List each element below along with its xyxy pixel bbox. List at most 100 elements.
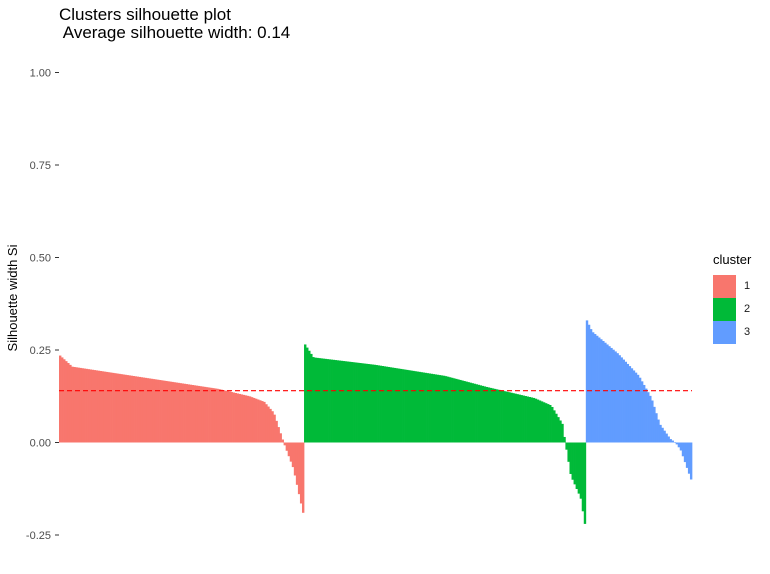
y-tick-label: 0.25 <box>30 345 51 357</box>
silhouette-bar <box>446 376 450 443</box>
silhouette-bar <box>250 397 254 443</box>
silhouette-bar <box>579 442 583 499</box>
silhouette-bar <box>287 442 291 457</box>
silhouette-bar <box>549 404 552 443</box>
silhouette-bar <box>640 381 644 443</box>
silhouette-bar <box>516 394 519 443</box>
silhouette-bar <box>338 360 342 443</box>
silhouette-bar <box>328 359 331 443</box>
silhouette-bar <box>444 376 448 443</box>
silhouette-bar <box>293 442 297 476</box>
silhouette-bar <box>212 388 215 443</box>
silhouette-bar <box>491 388 495 443</box>
silhouette-bar <box>334 360 338 443</box>
silhouette-bar <box>424 372 427 443</box>
silhouette-bar <box>234 392 237 443</box>
legend-swatch <box>713 298 736 321</box>
silhouette-bar <box>222 390 225 443</box>
silhouette-bar <box>118 373 121 443</box>
silhouette-bar <box>506 391 509 443</box>
silhouette-bar <box>132 375 135 443</box>
silhouette-bar <box>291 442 295 468</box>
silhouette-bar <box>455 378 458 443</box>
y-tick-label: 0.50 <box>30 253 51 265</box>
silhouette-bar <box>408 370 411 443</box>
silhouette-bar <box>179 383 182 443</box>
silhouette-bar <box>395 368 399 443</box>
silhouette-bar <box>634 372 638 443</box>
silhouette-bar <box>308 350 311 443</box>
silhouette-bar <box>495 389 499 443</box>
silhouette-bar <box>598 337 601 443</box>
silhouette-bar <box>538 400 542 443</box>
silhouette-bar <box>565 442 568 450</box>
silhouette-bar <box>310 353 313 443</box>
silhouette-bar <box>587 324 591 443</box>
silhouette-bar <box>510 392 513 443</box>
silhouette-bar <box>687 442 691 474</box>
silhouette-bar <box>426 373 429 443</box>
silhouette-bar <box>591 332 595 443</box>
silhouette-bar <box>602 340 605 443</box>
silhouette-bar <box>440 375 444 443</box>
silhouette-bar <box>655 413 658 443</box>
silhouette-bar <box>128 375 131 443</box>
silhouette-bar <box>420 372 423 443</box>
silhouette-bar <box>120 374 123 443</box>
silhouette-bar <box>567 442 570 462</box>
silhouette-bar <box>365 363 368 443</box>
silhouette-bar <box>412 370 415 443</box>
silhouette-bar <box>406 369 409 443</box>
silhouette-bar <box>316 357 319 443</box>
silhouette-bar <box>332 359 336 443</box>
silhouette-bar <box>551 406 554 443</box>
silhouette-bar <box>630 368 634 443</box>
silhouette-bar <box>561 423 564 443</box>
silhouette-bar <box>504 391 507 443</box>
silhouette-bar <box>91 369 95 443</box>
silhouette-bar <box>518 394 521 443</box>
silhouette-bar <box>647 392 650 443</box>
silhouette-bar <box>355 362 358 443</box>
silhouette-bar <box>667 436 670 443</box>
silhouette-bar <box>436 374 440 443</box>
silhouette-bar <box>181 383 184 443</box>
silhouette-bar <box>242 394 246 443</box>
silhouette-bar <box>259 400 262 443</box>
silhouette-bar <box>105 371 109 443</box>
silhouette-bar <box>461 380 464 443</box>
silhouette-bar <box>520 395 523 443</box>
silhouette-bar <box>246 395 250 443</box>
silhouette-bar <box>193 385 197 443</box>
silhouette-bar <box>277 427 280 443</box>
silhouette-bar <box>373 364 376 443</box>
legend-label: 3 <box>744 326 751 338</box>
silhouette-bar <box>624 361 628 443</box>
silhouette-bar <box>175 382 178 443</box>
silhouette-bar <box>191 385 195 443</box>
silhouette-bar <box>165 380 168 443</box>
silhouette-bar <box>522 395 525 443</box>
silhouette-bar <box>493 388 497 443</box>
silhouette-bar <box>414 371 417 443</box>
silhouette-bar <box>487 387 491 443</box>
silhouette-bar <box>142 377 146 443</box>
silhouette-bar <box>473 383 476 443</box>
silhouette-bar <box>301 442 305 513</box>
silhouette-bar <box>469 382 472 443</box>
silhouette-bar <box>69 364 72 443</box>
silhouette-bar <box>369 364 372 443</box>
silhouette-bar <box>685 442 689 468</box>
silhouette-bar <box>683 442 687 463</box>
silhouette-bar <box>557 417 560 443</box>
silhouette-bar <box>224 390 227 443</box>
silhouette-bar <box>612 349 615 443</box>
silhouette-bar <box>126 375 129 443</box>
silhouette-bar <box>689 442 693 480</box>
silhouette-bar <box>99 371 103 443</box>
silhouette-bar <box>410 370 413 443</box>
silhouette-bar <box>103 371 107 443</box>
silhouette-bar <box>114 373 117 443</box>
silhouette-bar <box>330 359 333 443</box>
